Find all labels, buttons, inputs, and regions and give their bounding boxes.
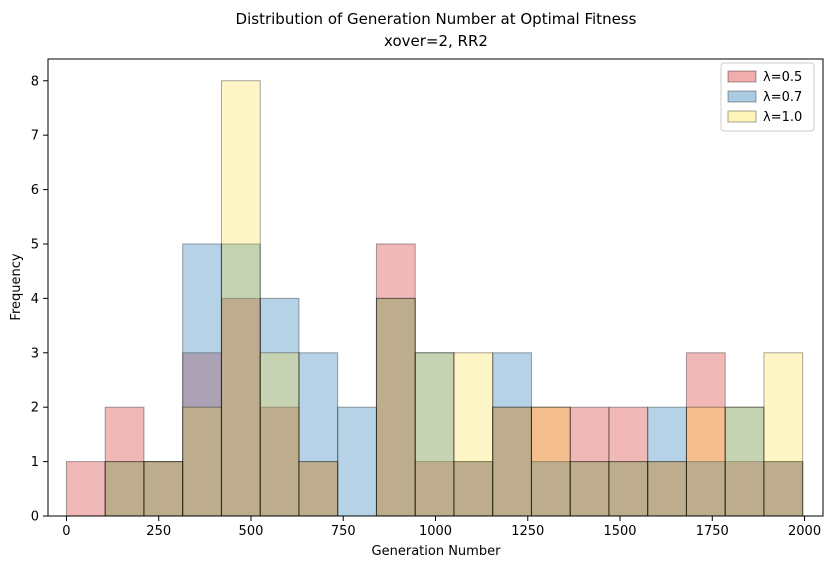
histogram-bar [143, 461, 184, 517]
histogram-bar [259, 297, 300, 517]
histogram-bar [724, 461, 765, 517]
histogram-bar [763, 352, 804, 517]
legend-label: λ=1.0 [763, 110, 802, 125]
y-tick-label: 7 [31, 129, 39, 144]
legend-swatch [727, 90, 757, 103]
legend-label: λ=0.5 [763, 70, 802, 85]
histogram-bar [104, 461, 145, 517]
x-tick-label: 1000 [419, 524, 452, 539]
bars-layer [65, 80, 804, 517]
legend-box [720, 62, 815, 132]
histogram-bar [724, 406, 765, 517]
legend-swatch [727, 70, 757, 83]
legend-label: λ=0.7 [763, 90, 802, 105]
histogram-bar [608, 461, 649, 517]
histogram-bar [220, 297, 261, 517]
chart-subtitle: xover=2, RR2 [384, 32, 488, 50]
histogram-bar [143, 461, 184, 517]
histogram-bar [492, 352, 532, 517]
histogram-bar [298, 461, 339, 517]
y-tick-label: 8 [31, 74, 39, 89]
histogram-bar [647, 406, 687, 517]
histogram-bar [259, 352, 300, 517]
histogram-bar [569, 461, 610, 517]
histogram-bar [182, 352, 222, 517]
x-axis: 0 250 500 750 1000 1250 1500 1750 2000 [62, 516, 821, 539]
y-tick-label: 4 [31, 292, 39, 307]
histogram-bar [65, 461, 106, 517]
histogram-bar [724, 406, 765, 517]
histogram-bar [375, 297, 416, 517]
histogram-bar [104, 406, 145, 517]
x-axis-label: Generation Number [372, 544, 502, 559]
histogram-bar [375, 297, 416, 517]
y-tick-label: 3 [31, 346, 39, 361]
histogram-bar [569, 406, 610, 517]
x-tick-label: 750 [331, 524, 356, 539]
histogram-bar [569, 461, 610, 517]
histogram-bar [685, 406, 726, 517]
histogram-bar [763, 461, 804, 517]
histogram-bar [453, 352, 494, 517]
histogram-bar [492, 406, 532, 517]
histogram-bar [182, 243, 222, 517]
histogram-bar [337, 406, 377, 517]
histogram-bar [143, 461, 184, 517]
histogram-bar [453, 461, 494, 517]
histogram-bar [608, 461, 649, 517]
y-tick-label: 6 [31, 183, 39, 198]
chart-title: Distribution of Generation Number at Opt… [236, 10, 637, 28]
histogram-bar [414, 461, 455, 517]
x-tick-label: 2000 [788, 524, 821, 539]
histogram-bar [104, 461, 145, 517]
x-tick-label: 500 [239, 524, 264, 539]
y-tick-label: 0 [31, 510, 39, 525]
histogram-bar [647, 461, 687, 517]
legend-swatch [727, 110, 757, 123]
y-tick-label: 1 [31, 455, 39, 470]
x-tick-label: 250 [146, 524, 171, 539]
histogram-bar [492, 406, 532, 517]
y-axis: 0 1 2 3 4 5 6 7 8 [31, 74, 48, 525]
x-tick-label: 1750 [696, 524, 729, 539]
y-axis-label: Frequency [9, 253, 24, 320]
histogram-bar [530, 406, 571, 517]
histogram-bar [414, 352, 455, 517]
x-tick-label: 0 [62, 524, 70, 539]
histogram-bar [647, 461, 687, 517]
histogram-bar [298, 352, 339, 517]
histogram-bar [298, 461, 339, 517]
legend: λ=0.5 λ=0.7 λ=1.0 [720, 62, 815, 132]
histogram-bar [530, 461, 571, 517]
y-tick-label: 2 [31, 401, 39, 416]
histogram-bar [182, 406, 222, 517]
x-tick-label: 1500 [603, 524, 636, 539]
histogram-bar [220, 80, 261, 517]
x-tick-label: 1250 [511, 524, 544, 539]
histogram-bar [530, 406, 571, 517]
y-tick-label: 5 [31, 237, 39, 252]
histogram-bar [220, 243, 261, 517]
histogram-bar [414, 352, 455, 517]
